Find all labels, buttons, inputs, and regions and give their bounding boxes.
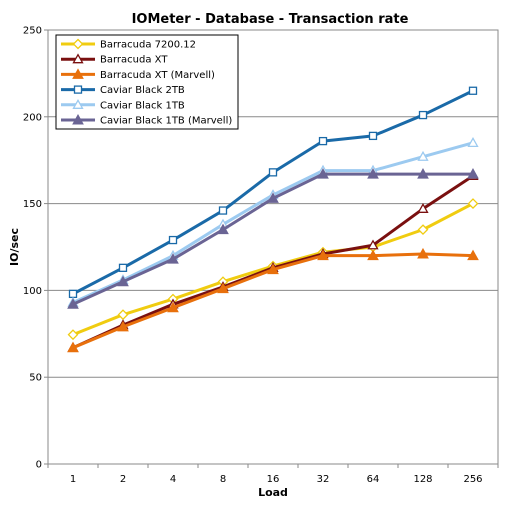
- data-point: [368, 131, 378, 141]
- x-tick-label: 32: [317, 474, 330, 485]
- data-point: [167, 253, 179, 264]
- legend-label: Caviar Black 2TB: [100, 85, 185, 96]
- legend-item: Barracuda 7200.12: [61, 38, 196, 51]
- x-tick-label: 64: [367, 474, 380, 485]
- x-tick-label: 4: [170, 474, 176, 485]
- x-tick-label: 8: [220, 474, 226, 485]
- data-point: [417, 168, 429, 179]
- legend-label: Caviar Black 1TB: [100, 100, 185, 111]
- data-point: [67, 298, 79, 309]
- legend-swatch-marker: [73, 85, 83, 94]
- data-point: [367, 239, 379, 250]
- legend-swatch-marker: [72, 53, 84, 64]
- data-point: [118, 263, 128, 272]
- data-point: [467, 168, 479, 179]
- series-2: [67, 247, 479, 353]
- x-axis-ticks: 1 2 4 8 16 32 64 128 256: [47, 464, 499, 485]
- y-tick-label: 150: [23, 199, 42, 210]
- data-point: [418, 110, 428, 120]
- legend-item: Barracuda XT: [61, 53, 168, 66]
- series-lines: [67, 86, 479, 353]
- legend-swatch-marker: [72, 113, 84, 125]
- series-3: [68, 86, 478, 299]
- data-point: [367, 249, 379, 261]
- legend-items: Barracuda 7200.12 Barracuda XT Barracuda X…: [61, 38, 232, 127]
- data-point: [467, 137, 479, 147]
- data-point: [67, 341, 79, 353]
- gridlines: [48, 116, 498, 378]
- y-tick-label: 0: [36, 460, 42, 471]
- data-point: [317, 249, 329, 261]
- data-point: [68, 289, 78, 299]
- data-point: [317, 168, 329, 179]
- legend-box: [55, 34, 239, 130]
- x-tick-label: 16: [267, 474, 280, 485]
- data-point: [67, 329, 79, 341]
- data-point: [267, 192, 279, 203]
- legend-label: Caviar Black 1TB (Marvell): [100, 116, 232, 127]
- data-point: [117, 309, 129, 321]
- data-point: [267, 263, 279, 275]
- legend-label: Barracuda XT: [100, 55, 168, 66]
- series-5: [67, 168, 479, 309]
- data-point: [218, 206, 228, 215]
- data-point: [117, 275, 129, 287]
- y-tick-label: 250: [23, 26, 42, 37]
- data-point: [167, 301, 179, 313]
- data-point: [217, 282, 229, 294]
- y-tick-label: 50: [29, 373, 42, 384]
- x-tick-label: 1: [70, 474, 76, 485]
- legend-swatch-marker: [72, 38, 84, 50]
- x-tick-label: 256: [463, 474, 482, 485]
- data-point: [417, 224, 429, 236]
- legend-item: Caviar Black 1TB (Marvell): [61, 113, 232, 127]
- legend-item: Caviar Black 2TB: [61, 85, 185, 96]
- data-point: [417, 150, 429, 161]
- y-axis-label: IO/sec: [8, 228, 21, 266]
- legend-swatch-marker: [72, 68, 84, 79]
- x-axis-label: Load: [258, 486, 288, 499]
- y-tick-label: 100: [23, 286, 42, 297]
- x-tick-label: 128: [413, 474, 432, 485]
- legend-item: Caviar Black 1TB: [61, 98, 185, 111]
- legend: Barracuda 7200.12 Barracuda XT Barracuda X…: [55, 34, 239, 130]
- y-axis-ticks: 0 50 100 150 200 250: [23, 26, 48, 471]
- data-point: [468, 86, 478, 95]
- legend-swatch-marker: [72, 98, 84, 109]
- data-point: [117, 320, 129, 332]
- chart-title: IOMeter - Database - Transaction rate: [132, 12, 409, 27]
- data-point: [417, 202, 429, 213]
- data-point: [467, 198, 479, 210]
- data-point: [168, 235, 178, 245]
- y-tick-label: 200: [23, 112, 42, 123]
- data-point: [367, 168, 379, 179]
- legend-item: Barracuda XT (Marvell): [61, 68, 215, 81]
- data-point: [217, 223, 229, 235]
- data-point: [417, 247, 429, 259]
- data-point: [467, 249, 479, 261]
- legend-label: Barracuda XT (Marvell): [100, 70, 215, 81]
- x-tick-label: 2: [120, 474, 126, 485]
- data-point: [268, 168, 278, 177]
- data-point: [318, 136, 328, 146]
- legend-label: Barracuda 7200.12: [100, 40, 196, 51]
